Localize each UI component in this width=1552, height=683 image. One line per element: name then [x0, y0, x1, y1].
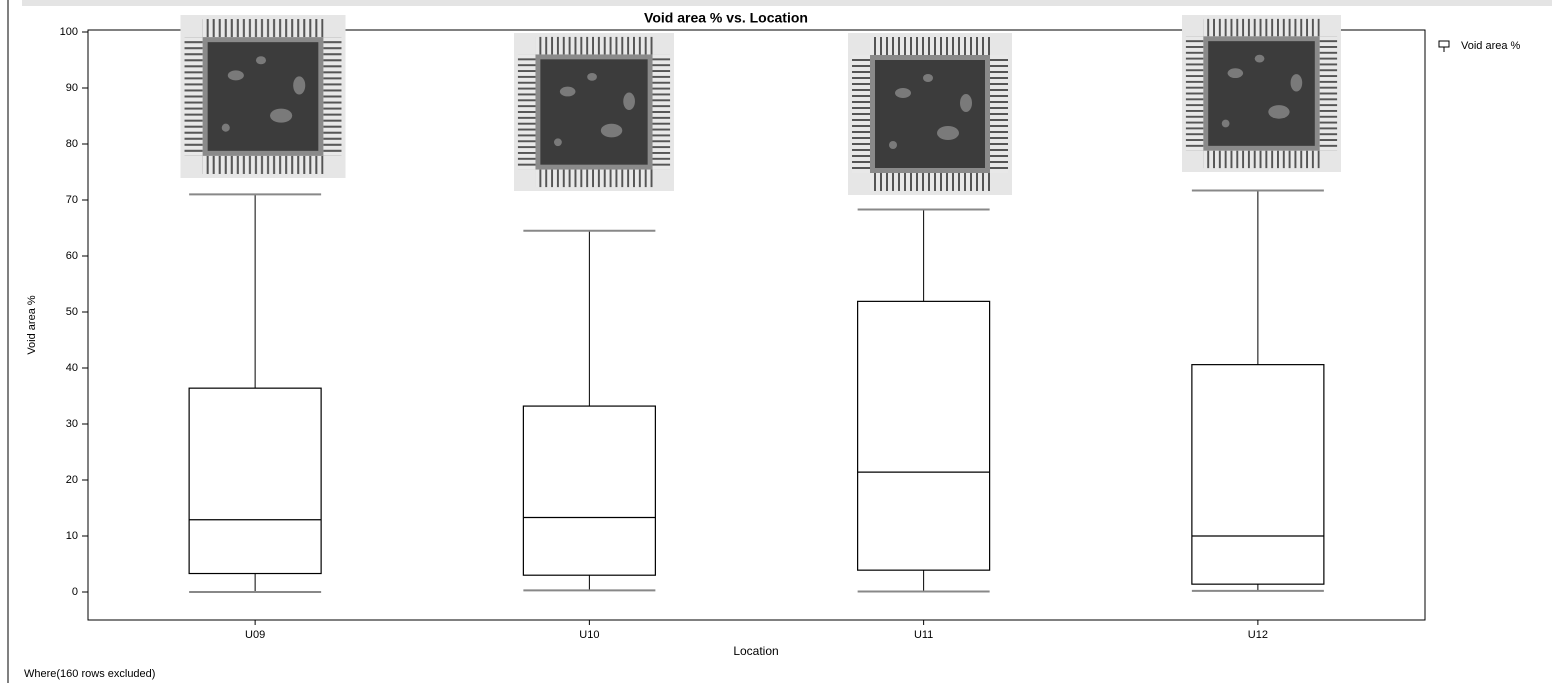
y-tick-label: 20	[66, 474, 78, 486]
top-band	[22, 0, 1552, 6]
box	[523, 406, 655, 575]
x-tick-label: U10	[579, 629, 599, 641]
x-tick-label: U12	[1248, 629, 1268, 641]
y-tick-label: 70	[66, 194, 78, 206]
y-tick-label: 50	[66, 306, 78, 318]
y-tick-label: 0	[72, 586, 78, 598]
chip-image	[180, 15, 345, 178]
chip-image	[1182, 15, 1341, 172]
legend: Void area %	[1439, 40, 1521, 52]
y-tick-label: 100	[60, 26, 78, 38]
box	[189, 388, 321, 573]
chart-title: Void area % vs. Location	[644, 10, 808, 26]
chip-image	[848, 33, 1012, 195]
footnote: Where(160 rows excluded)	[24, 668, 155, 680]
y-tick-label: 90	[66, 82, 78, 94]
y-axis-label: Void area %	[26, 295, 38, 355]
chip-image	[514, 33, 674, 191]
y-tick-label: 80	[66, 138, 78, 150]
x-tick-label: U11	[914, 629, 933, 641]
legend-label: Void area %	[1461, 40, 1521, 52]
x-tick-label: U09	[245, 629, 265, 641]
x-axis-label: Location	[733, 644, 778, 658]
y-tick-label: 40	[66, 362, 78, 374]
y-tick-label: 60	[66, 250, 78, 262]
legend-symbol	[1439, 41, 1449, 47]
box	[858, 301, 990, 570]
y-tick-label: 30	[66, 418, 78, 430]
box	[1192, 365, 1324, 585]
chart: Void area % vs. Location Location Void a…	[0, 0, 1552, 683]
y-tick-label: 10	[66, 530, 78, 542]
